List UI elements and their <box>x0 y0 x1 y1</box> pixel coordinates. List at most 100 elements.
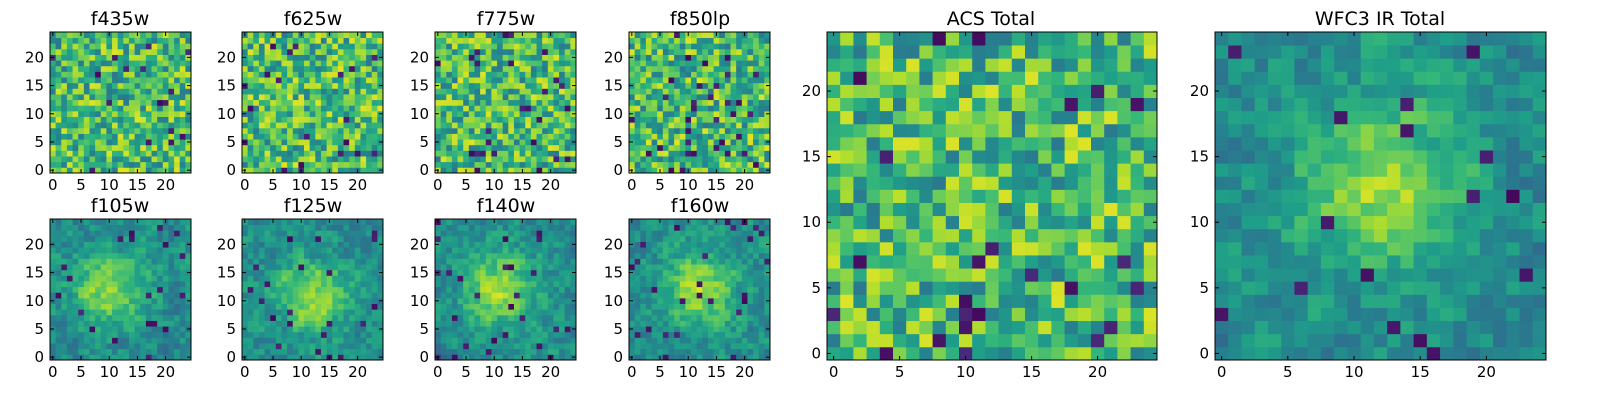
heatmap-cell <box>343 156 350 163</box>
heatmap-cell <box>634 161 641 168</box>
heatmap-cell <box>463 94 470 101</box>
heatmap-cell <box>95 133 102 140</box>
heatmap-cell <box>185 258 192 265</box>
heatmap-cell <box>668 43 675 50</box>
heatmap-cell <box>61 65 68 72</box>
heatmap-cell <box>360 82 367 89</box>
heatmap-cell <box>564 94 571 101</box>
heatmap-cell <box>349 292 356 299</box>
heatmap-cell <box>95 150 102 157</box>
heatmap-cell <box>645 60 652 67</box>
heatmap-cell <box>360 303 367 310</box>
heatmap-cell <box>463 43 470 50</box>
heatmap-cell <box>668 167 675 174</box>
heatmap-cell <box>95 326 102 333</box>
heatmap-cell <box>491 94 498 101</box>
heatmap-cell <box>525 235 532 242</box>
heatmap-cell <box>123 247 130 254</box>
heatmap-cell <box>468 144 475 151</box>
heatmap-cell <box>702 156 709 163</box>
heatmap-cell <box>446 275 453 282</box>
heatmap-cell <box>247 297 254 304</box>
heatmap-cell <box>89 252 96 259</box>
heatmap-cell <box>570 105 577 112</box>
heatmap-cell <box>145 133 152 140</box>
heatmap-cell <box>657 82 664 89</box>
heatmap-cell <box>435 94 442 101</box>
heatmap-cell <box>83 219 90 226</box>
heatmap-cell <box>174 286 181 293</box>
heatmap-cell <box>95 88 102 95</box>
heatmap-cell <box>640 314 647 321</box>
y-tick-label-f850lp: 20 <box>604 48 623 66</box>
heatmap-cell <box>491 292 498 299</box>
heatmap-cell <box>360 275 367 282</box>
heatmap-cell <box>463 337 470 344</box>
heatmap-cell <box>258 219 265 226</box>
heatmap-cell <box>145 48 152 55</box>
heatmap-cell <box>179 65 186 72</box>
heatmap-cell <box>559 77 566 84</box>
heatmap-cell <box>451 150 458 157</box>
heatmap-cell <box>117 281 124 288</box>
heatmap-cell <box>542 167 549 174</box>
heatmap-cell <box>106 247 113 254</box>
heatmap-cell <box>485 144 492 151</box>
heatmap-cell <box>640 48 647 55</box>
heatmap-cell <box>724 133 731 140</box>
heatmap-cell <box>72 99 79 106</box>
heatmap-cell <box>123 258 130 265</box>
heatmap-cell <box>570 292 577 299</box>
heatmap-cell <box>309 275 316 282</box>
heatmap-cell <box>106 110 113 117</box>
heatmap-cell <box>497 88 504 95</box>
heatmap-cell <box>258 133 265 140</box>
heatmap-cell <box>78 116 85 123</box>
heatmap-cell <box>764 133 771 140</box>
heatmap-cell <box>502 144 509 151</box>
heatmap-cell <box>354 269 361 276</box>
heatmap-cell <box>134 235 141 242</box>
heatmap-cell <box>564 133 571 140</box>
heatmap-cell <box>440 326 447 333</box>
heatmap-cell <box>100 88 107 95</box>
heatmap-cell <box>72 247 79 254</box>
heatmap-cell <box>242 275 249 282</box>
heatmap-cell <box>309 82 316 89</box>
heatmap-cell <box>95 230 102 237</box>
heatmap-cell <box>502 43 509 50</box>
heatmap-cell <box>502 122 509 129</box>
heatmap-cell <box>513 150 520 157</box>
heatmap-cell <box>343 286 350 293</box>
heatmap-cell <box>55 275 62 282</box>
heatmap-cell <box>564 110 571 117</box>
heatmap-cell <box>309 144 316 151</box>
heatmap-cell <box>168 241 175 248</box>
heatmap-cell <box>702 326 709 333</box>
heatmap-cell <box>485 241 492 248</box>
heatmap-cell <box>645 77 652 84</box>
heatmap-cell <box>451 286 458 293</box>
heatmap-cell <box>463 156 470 163</box>
heatmap-cell <box>275 116 282 123</box>
heatmap-cell <box>106 48 113 55</box>
heatmap-cell <box>66 337 73 344</box>
y-tick-label-f850lp: 10 <box>604 105 623 123</box>
heatmap-cell <box>117 224 124 231</box>
heatmap-cell <box>724 309 731 316</box>
heatmap-cell <box>360 167 367 174</box>
heatmap-cell <box>463 297 470 304</box>
heatmap-cell <box>100 122 107 129</box>
heatmap-cell <box>128 88 135 95</box>
heatmap-cell <box>685 139 692 146</box>
heatmap-cell <box>525 65 532 72</box>
heatmap-cell <box>179 252 186 259</box>
heatmap-cell <box>95 48 102 55</box>
heatmap-cell <box>480 354 487 361</box>
heatmap-cell <box>270 77 277 84</box>
heatmap-cell <box>564 309 571 316</box>
heatmap-cell <box>179 156 186 163</box>
heatmap-cell <box>185 247 192 254</box>
